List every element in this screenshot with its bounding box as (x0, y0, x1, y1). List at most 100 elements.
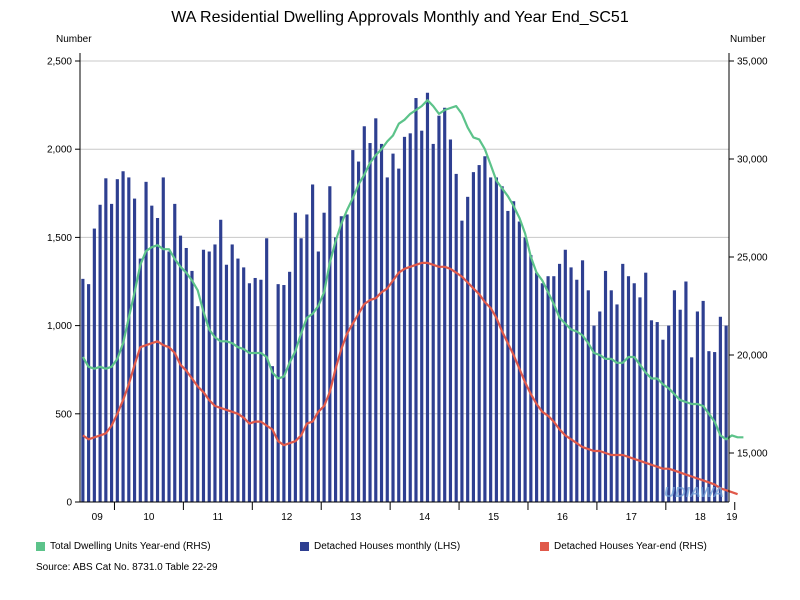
bar (586, 290, 590, 502)
bar (718, 316, 722, 502)
bar (368, 143, 372, 502)
x-tick-label: 09 (92, 512, 104, 523)
detached-year-end-line (82, 261, 738, 496)
bar (356, 161, 361, 502)
bar (523, 237, 527, 502)
bar (517, 221, 521, 503)
bar (391, 153, 395, 503)
bar (92, 228, 96, 502)
legend-label: Total Dwelling Units Year-end (RHS) (50, 541, 211, 552)
bar (460, 220, 464, 502)
source-note: Source: ABS Cat No. 8731.0 Table 22-29 (36, 562, 218, 573)
bar (184, 247, 188, 502)
bar (471, 172, 475, 502)
x-tick-label: 19 (726, 512, 738, 523)
bar (104, 178, 108, 502)
legend-swatch (36, 542, 45, 551)
bar (299, 238, 303, 503)
bar (546, 276, 550, 502)
bar (638, 297, 642, 502)
bar (190, 270, 194, 502)
bar (167, 251, 171, 502)
bar (265, 238, 269, 503)
left-tick-label: 2,500 (47, 57, 72, 68)
bar (512, 201, 516, 502)
bar (316, 251, 320, 502)
bar (713, 352, 717, 502)
bar (305, 214, 309, 502)
bar (201, 249, 206, 502)
bar (540, 283, 544, 502)
bar (276, 284, 280, 502)
bar (563, 249, 567, 502)
bar (207, 251, 211, 502)
legend-item-detached-year-end: Detached Houses Year-end (RHS) (540, 541, 707, 552)
bar (569, 267, 573, 502)
bar (150, 205, 154, 502)
bar (161, 177, 165, 502)
legend-item-total-dwellings: Total Dwelling Units Year-end (RHS) (36, 541, 211, 552)
bar (144, 181, 148, 503)
bar (155, 217, 160, 502)
bar (98, 204, 102, 503)
bar (87, 284, 91, 502)
bar (138, 258, 142, 502)
bar (374, 118, 378, 502)
right-axis-label: Number (730, 34, 766, 45)
bar (661, 339, 665, 502)
bar (311, 184, 315, 503)
watermark-logo: UDIAWA (664, 484, 724, 501)
bar (448, 139, 453, 503)
bar (489, 177, 493, 502)
bar (127, 177, 131, 502)
bar (678, 309, 682, 502)
bar (219, 219, 223, 502)
bar (552, 276, 556, 502)
bar (196, 306, 200, 502)
line-series (81, 99, 744, 496)
x-tick-label: 10 (143, 512, 155, 523)
bar (224, 264, 229, 502)
bar (247, 283, 252, 502)
bar (500, 186, 504, 502)
legend-swatch (300, 542, 309, 551)
bar (644, 272, 648, 502)
bar (649, 320, 654, 502)
total-dwellings-line (81, 99, 744, 441)
right-tick-label: 35,000 (737, 57, 768, 68)
left-tick-label: 2,000 (47, 145, 72, 156)
bar (420, 130, 424, 503)
bar (282, 285, 286, 502)
bar (236, 258, 240, 502)
bar (345, 214, 349, 502)
bar (213, 244, 217, 502)
bar (402, 136, 407, 503)
left-tick-label: 500 (55, 409, 72, 420)
bar (477, 165, 481, 503)
bar (115, 179, 119, 503)
bar (672, 290, 677, 502)
bar (557, 263, 562, 502)
x-tick-label: 13 (350, 512, 362, 523)
left-tick-label: 0 (66, 498, 72, 509)
bar (351, 150, 355, 502)
bar (81, 278, 85, 502)
x-tick-label: 17 (626, 512, 638, 523)
left-tick-label: 1,000 (47, 321, 72, 332)
x-tick-label: 18 (695, 512, 707, 523)
bar (535, 272, 539, 502)
bar (270, 366, 274, 502)
chart-title: WA Residential Dwelling Approvals Monthl… (171, 9, 629, 26)
bar (695, 311, 699, 502)
bar (621, 263, 625, 502)
bar (110, 203, 114, 502)
bar (328, 186, 332, 502)
x-tick-label: 15 (488, 512, 500, 523)
x-tick-label: 14 (419, 512, 431, 523)
bar (242, 267, 246, 502)
bar (615, 304, 619, 502)
bar-series (81, 92, 728, 503)
bar (259, 279, 263, 502)
right-axis-ticks: 15,000 20,000 25,000 30,000 35,000 (729, 57, 768, 460)
